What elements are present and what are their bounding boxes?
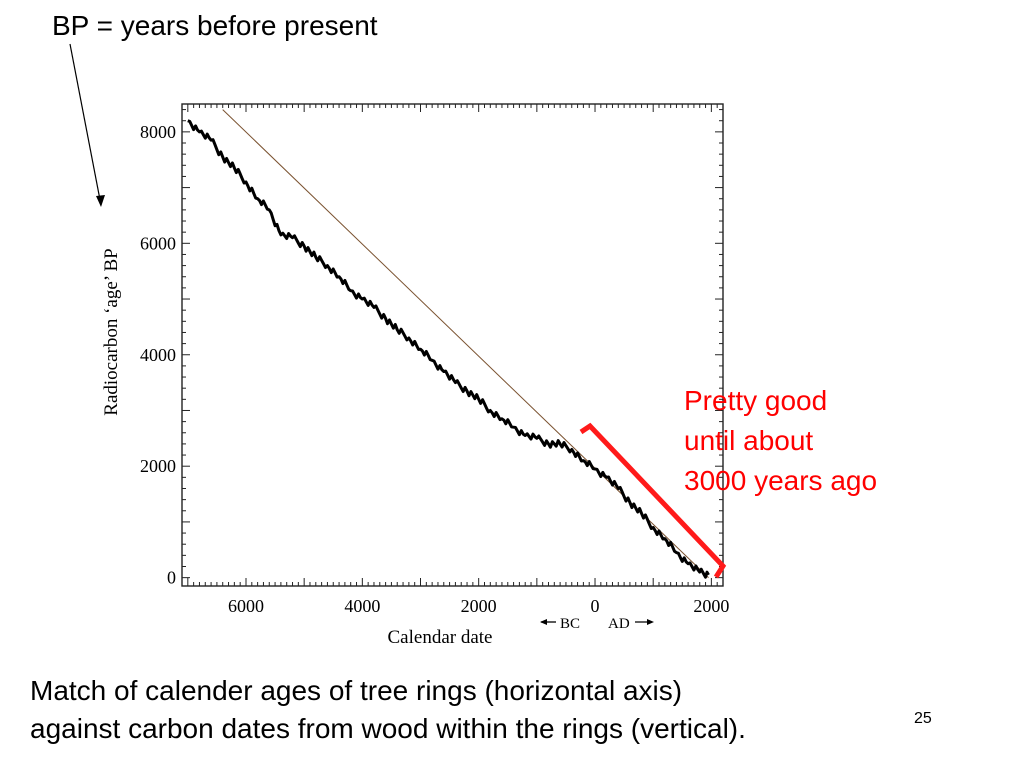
ad-label: AD xyxy=(608,616,630,632)
y-tick-label: 6000 xyxy=(140,233,176,253)
slide-title: BP = years before present xyxy=(52,10,378,41)
y-tick-label: 8000 xyxy=(140,122,176,142)
annotation-line-1: Pretty good xyxy=(684,385,828,416)
bc-marker: BC xyxy=(540,616,580,632)
ad-marker: AD xyxy=(608,616,654,632)
x-tick-labels: 6000 4000 2000 0 2000 xyxy=(228,596,729,616)
caption: Match of calender ages of tree rings (ho… xyxy=(30,672,746,748)
x-axis-label: Calendar date xyxy=(388,627,493,648)
y-tick-labels: 0 2000 4000 6000 8000 xyxy=(140,122,176,588)
x-tick-label: 2000 xyxy=(693,596,729,616)
plot-frame xyxy=(181,103,724,587)
bc-label: BC xyxy=(560,616,580,632)
x-tick-label: 2000 xyxy=(461,596,497,616)
y-tick-label: 0 xyxy=(167,568,176,588)
red-bracket xyxy=(579,422,727,579)
page-number: 25 xyxy=(914,710,932,727)
x-tick-label: 6000 xyxy=(228,596,264,616)
tick-marks xyxy=(181,104,724,586)
x-tick-label: 4000 xyxy=(344,596,380,616)
annotation-line-2: until about xyxy=(684,425,814,456)
y-axis-label: Radiocarbon ‘age’ BP xyxy=(101,248,122,415)
calibration-curve xyxy=(187,119,710,579)
annotation-line-3: 3000 years ago xyxy=(684,465,878,496)
y-tick-label: 4000 xyxy=(140,345,176,365)
bp-pointer-arrowhead xyxy=(96,195,105,207)
bp-pointer-arrow-line xyxy=(69,43,102,206)
annotation-text: Pretty good until about 3000 years ago xyxy=(684,381,877,501)
caption-line-2: against carbon dates from wood within th… xyxy=(30,713,746,744)
caption-line-1: Match of calender ages of tree rings (ho… xyxy=(30,675,683,706)
x-tick-label: 0 xyxy=(591,596,600,616)
y-tick-label: 2000 xyxy=(140,456,176,476)
